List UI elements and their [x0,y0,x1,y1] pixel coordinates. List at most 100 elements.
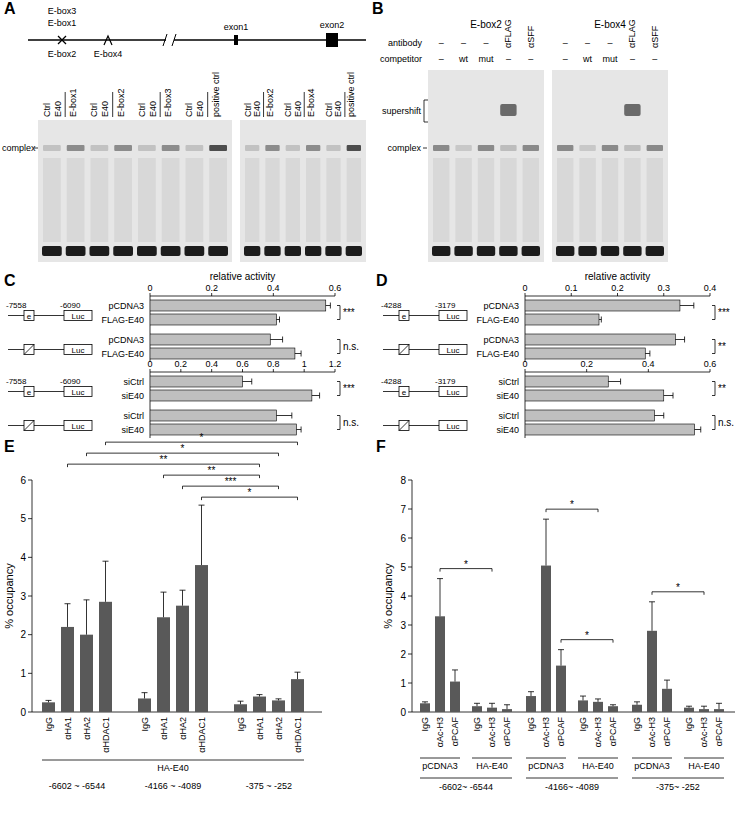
bar [80,635,93,712]
error-bar [326,303,331,309]
significance-bracket [337,306,340,320]
bar [176,606,189,712]
gel [240,120,366,262]
error-bar [142,693,148,699]
label: IgG [236,717,246,732]
tick [242,369,243,372]
significance: * [248,487,252,498]
significance: ** [160,454,168,465]
complex-tick [423,148,427,149]
error-bar [504,705,510,709]
label: E-box4 [306,88,316,117]
construct-position: -4288 [381,377,402,386]
construct-line [383,315,439,316]
bar [150,348,295,359]
gene-line [28,39,166,41]
tick-label: 6 [400,533,406,544]
reporter-box [64,311,92,321]
tick [408,683,412,684]
tick [304,369,305,372]
tick-label: 5 [20,513,26,524]
ebox-label: E-box4 [94,49,123,59]
gel-smear [265,158,279,242]
significance: *** [343,307,355,318]
construct-position: -6090 [60,377,81,386]
significance: * [181,443,185,454]
tick-label: 1.2 [329,359,342,369]
ebox-label: E-box1 [48,18,77,28]
significance: ** [718,383,726,394]
label: E-box3 [163,88,173,117]
bar [420,703,430,712]
gel-band [326,145,340,151]
label: – [506,54,511,64]
row-label: antibody [388,38,423,48]
error-bar [608,379,620,385]
label: αSFF [526,25,536,48]
group-line [420,758,460,759]
tick-label: 7 [400,504,406,515]
ebox-mutation [399,421,409,431]
tick [408,596,412,597]
error-bar [610,705,616,706]
axis-label: relative activity [585,271,651,282]
exon [234,35,238,45]
label: αAc-H3 [435,717,445,747]
gel-smear [478,158,494,242]
label: – [439,38,444,48]
gel-band [523,145,539,151]
tick-label: 0 [147,359,152,369]
error-bar [695,427,701,433]
tick-label: 0.2 [580,359,593,369]
bar [150,424,296,435]
label: – [585,38,590,48]
label: E-box2 [116,88,126,117]
gel-band [624,104,640,116]
label: αPCAF [662,717,672,747]
gel-band [522,246,540,256]
tick [586,369,587,372]
x-axis [150,296,335,297]
bar [525,334,675,345]
tick [617,293,618,296]
error-bar [270,337,282,343]
gel-band [161,246,181,256]
category-label: pCDNA3 [108,301,144,311]
tick [28,557,32,558]
construct-line [8,349,64,350]
error-bar [65,604,71,627]
gel-band [556,246,574,256]
region-label: -6602 ~ -6544 [49,781,105,791]
ebox [24,387,34,397]
ebox-label: e [402,388,407,397]
label: αAc-H3 [647,717,657,747]
bar [157,617,170,712]
tick [28,596,32,597]
label: αPCAF [556,717,566,747]
bar [502,709,512,712]
category-label: pCDNA3 [483,335,519,345]
label: mut [602,54,618,64]
gel-smear [306,158,320,242]
gel [38,120,232,262]
ebox-mutation [24,345,34,355]
gel-smear [138,158,156,242]
tick [28,673,32,674]
bar [525,376,608,387]
construct-position: -7558 [6,301,27,310]
label: – [483,38,488,48]
tick [180,369,181,372]
bar [525,410,655,421]
ebox-mark [58,36,66,44]
label: IgG [684,717,694,732]
gel-band [347,145,361,151]
error-bar [655,413,664,419]
label: αHA2 [82,717,92,740]
error-bar [180,590,186,605]
tick-label: 2 [20,629,26,640]
gel-band [346,246,362,256]
tick-label: 4 [20,552,26,563]
gel-band [499,246,517,256]
ebox-mark [58,36,66,44]
gel-band [113,246,133,256]
